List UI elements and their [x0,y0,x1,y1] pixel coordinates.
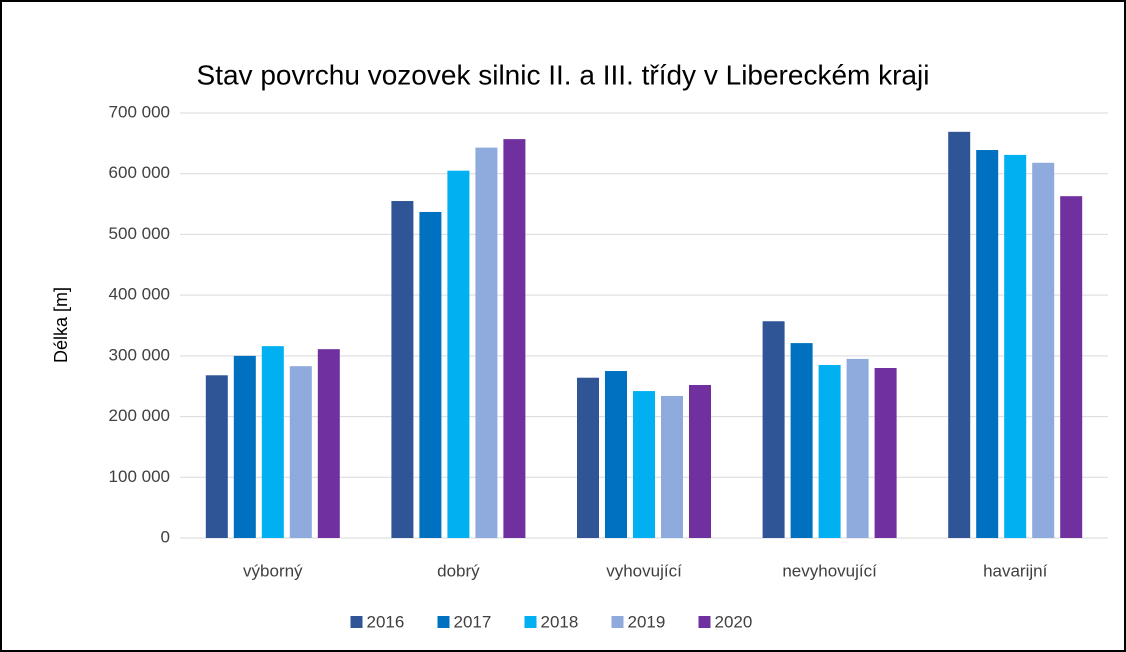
bar [391,201,414,539]
legend-label: 2017 [454,612,492,631]
bar [317,349,340,538]
bar [503,139,526,538]
x-tick-label: havarijní [983,561,1048,580]
y-tick-label: 400 000 [109,285,170,304]
x-tick-label: vyhovující [606,561,682,580]
bar [818,364,841,538]
legend-swatch [611,616,624,628]
legend-swatch [437,616,450,628]
y-tick-label: 600 000 [109,163,170,182]
bar [261,346,284,538]
bar [233,355,256,538]
bar [1004,154,1027,538]
y-tick-label: 300 000 [109,345,170,364]
bar [790,343,813,538]
bar [689,385,711,538]
legend-swatch [350,616,363,628]
legend-label: 2016 [367,612,405,631]
bar [633,391,655,538]
bar [475,147,498,538]
bar [948,131,971,539]
bar [447,170,470,538]
legend-swatch [698,616,711,628]
y-tick-label: 0 [161,527,170,546]
bar [874,368,897,538]
legend-label: 2018 [541,612,579,631]
bar [605,371,627,538]
x-tick-label: výborný [243,561,303,580]
bar [205,375,228,538]
y-tick-label: 100 000 [109,467,170,486]
y-axis-title: Délka [m] [51,287,71,363]
y-tick-label: 200 000 [109,406,170,425]
y-tick-label: 700 000 [109,102,170,121]
bar [1032,162,1055,539]
bar [577,377,599,538]
y-tick-label: 500 000 [109,224,170,243]
legend-label: 2019 [628,612,666,631]
legend-label: 2020 [715,612,753,631]
bar [1060,196,1083,538]
x-tick-label: nevyhovující [782,561,877,580]
bar [846,358,869,538]
bar [762,321,785,538]
bar [661,395,683,538]
legend-swatch [524,616,537,628]
bar [976,150,999,539]
chart-title: Stav povrchu vozovek silnic II. a III. t… [197,59,930,90]
bar [419,211,442,538]
x-tick-label: dobrý [437,561,480,580]
bar [289,366,312,538]
